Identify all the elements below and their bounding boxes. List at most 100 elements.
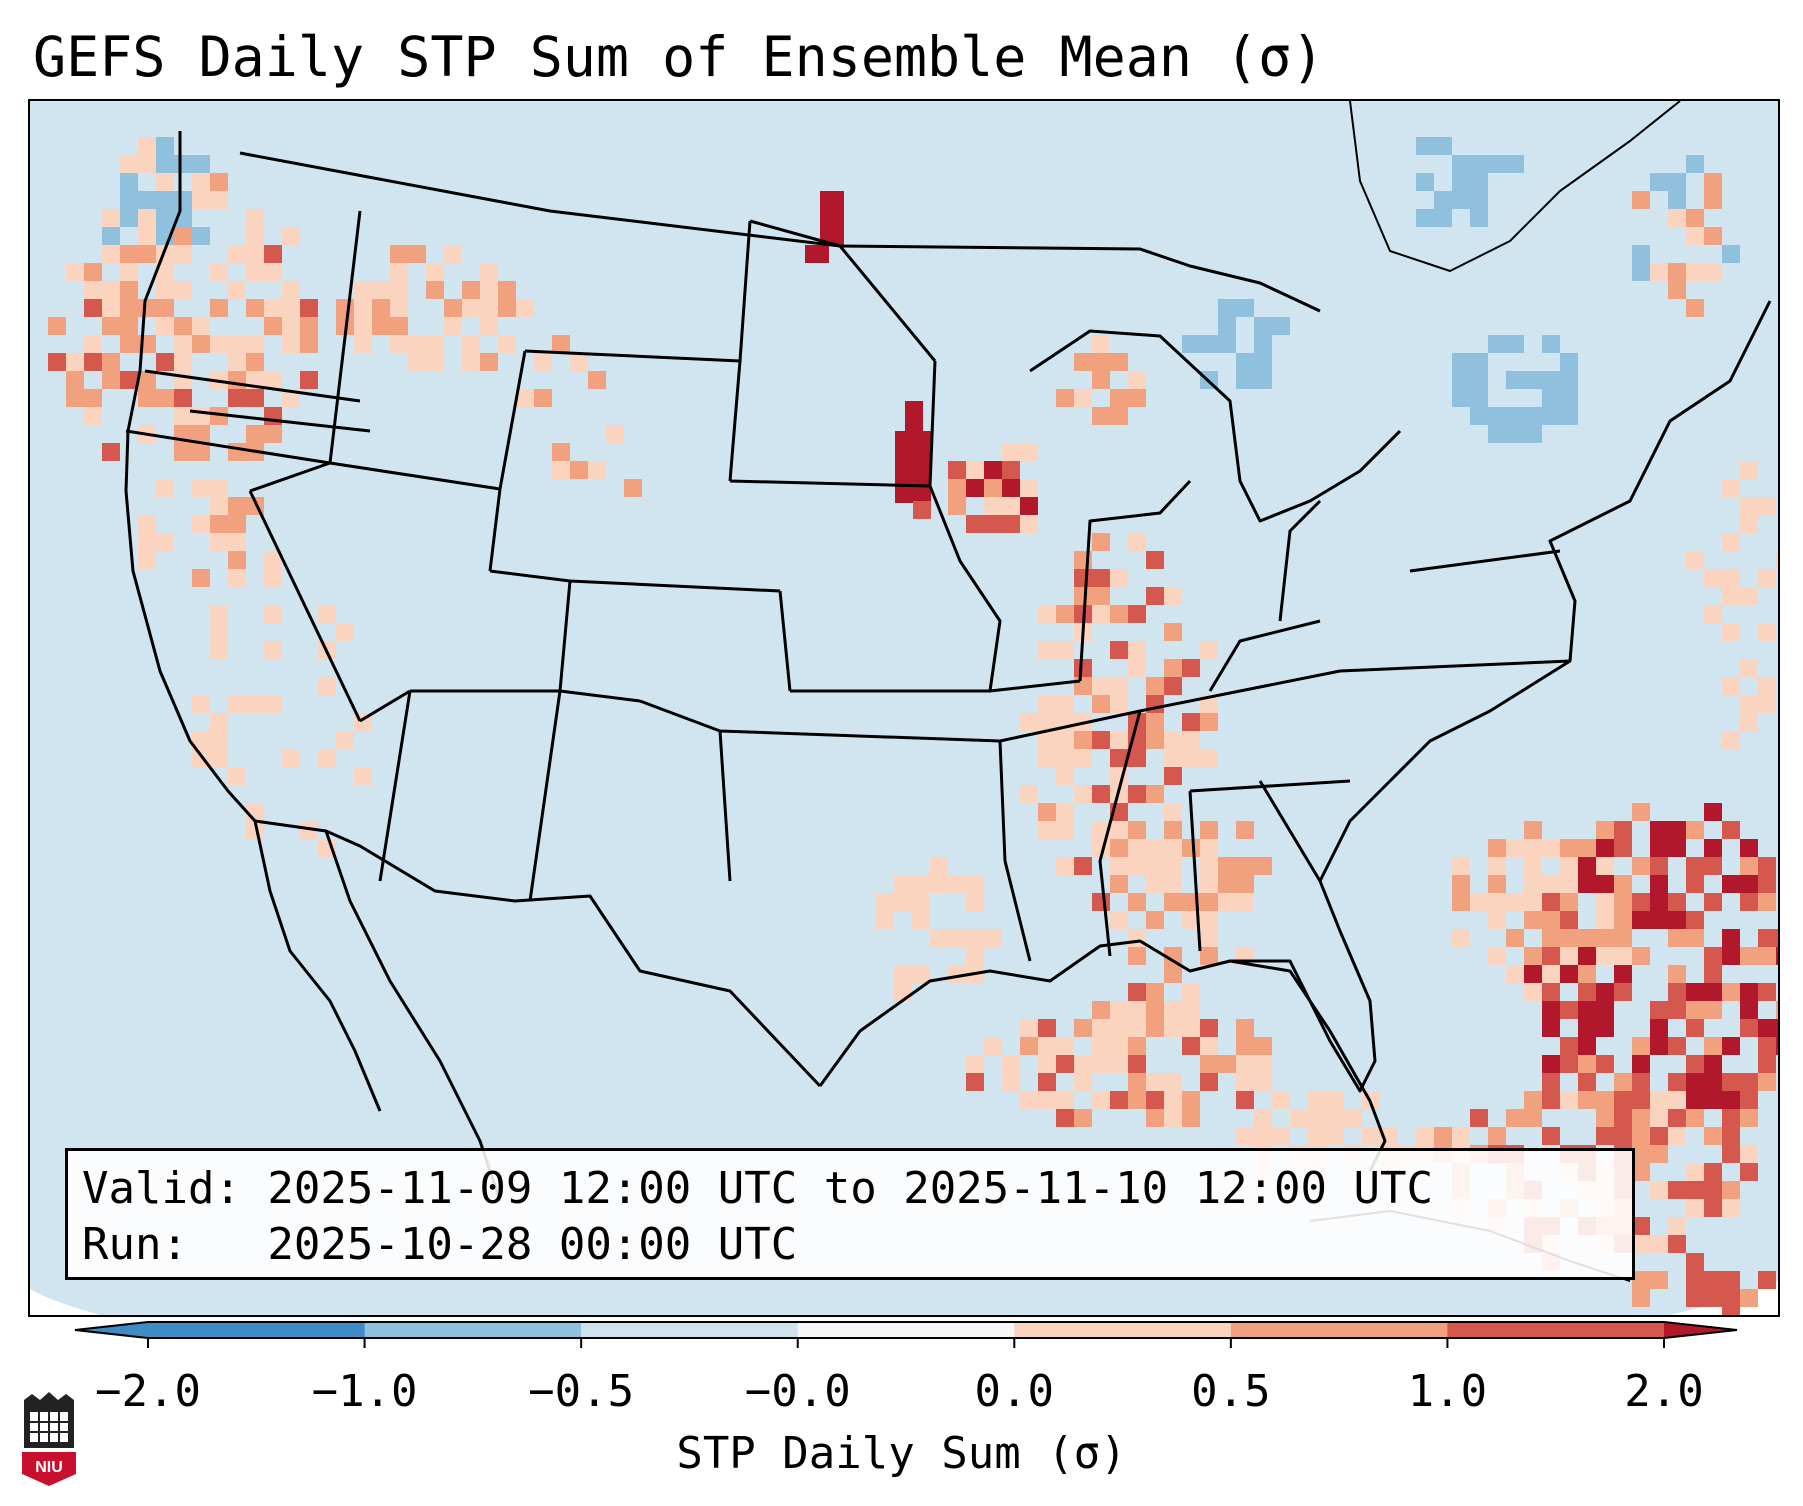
anomaly-cell bbox=[1038, 695, 1056, 713]
anomaly-cell bbox=[1488, 839, 1506, 857]
anomaly-cell bbox=[1074, 749, 1092, 767]
anomaly-cell bbox=[1632, 1163, 1650, 1181]
anomaly-cell bbox=[1056, 389, 1074, 407]
anomaly-cell bbox=[1704, 893, 1722, 911]
anomaly-cell bbox=[1254, 371, 1272, 389]
anomaly-cell bbox=[1578, 1091, 1596, 1109]
anomaly-cell bbox=[1110, 389, 1128, 407]
anomaly-cell bbox=[1632, 1091, 1650, 1109]
hudson-bay-coast bbox=[1349, 101, 1681, 272]
anomaly-cell bbox=[1704, 965, 1722, 983]
anomaly-cell bbox=[1074, 569, 1092, 587]
anomaly-cell bbox=[138, 389, 156, 407]
anomaly-cell bbox=[1596, 1001, 1614, 1019]
anomaly-cell bbox=[1020, 497, 1038, 515]
anomaly-cell bbox=[1596, 857, 1614, 875]
anomaly-cell bbox=[1524, 371, 1542, 389]
anomaly-cell bbox=[1218, 857, 1236, 875]
anomaly-cell bbox=[1650, 875, 1668, 893]
anomaly-cell bbox=[966, 929, 984, 947]
anomaly-cell bbox=[1218, 317, 1236, 335]
anomaly-cell bbox=[174, 335, 192, 353]
anomaly-cell bbox=[1578, 983, 1596, 1001]
anomaly-cell bbox=[1272, 317, 1290, 335]
anomaly-cell bbox=[1092, 695, 1110, 713]
anomaly-cell bbox=[336, 731, 354, 749]
us-canada-border bbox=[239, 151, 1321, 313]
anomaly-cell bbox=[210, 605, 228, 623]
anomaly-cell bbox=[1164, 749, 1182, 767]
anomaly-cell bbox=[1704, 227, 1722, 245]
anomaly-cell bbox=[1524, 875, 1542, 893]
anomaly-cell bbox=[1722, 1307, 1740, 1315]
anomaly-cell bbox=[1722, 1181, 1740, 1199]
anomaly-cell bbox=[1020, 479, 1038, 497]
anomaly-cell bbox=[1632, 803, 1650, 821]
anomaly-cell bbox=[1668, 1127, 1686, 1145]
anomaly-cell bbox=[1686, 1073, 1704, 1091]
anomaly-cell bbox=[1596, 1055, 1614, 1073]
anomaly-cell bbox=[1272, 1127, 1290, 1145]
anomaly-cell bbox=[192, 407, 210, 425]
anomaly-cell bbox=[1776, 929, 1778, 947]
anomaly-cell bbox=[1200, 947, 1218, 965]
anomaly-cell bbox=[1164, 1001, 1182, 1019]
anomaly-cell bbox=[120, 191, 138, 209]
anomaly-cell bbox=[1038, 1019, 1056, 1037]
colorbar-tick-label: 0.5 bbox=[1191, 1366, 1271, 1417]
anomaly-cell bbox=[246, 821, 264, 839]
anomaly-cell bbox=[1038, 803, 1056, 821]
anomaly-cell bbox=[1128, 641, 1146, 659]
anomaly-cell bbox=[228, 767, 246, 785]
anomaly-cell bbox=[516, 389, 534, 407]
anomaly-cell bbox=[1092, 353, 1110, 371]
anomaly-cell bbox=[102, 227, 120, 245]
anomaly-cell bbox=[228, 533, 246, 551]
anomaly-cell bbox=[372, 317, 390, 335]
anomaly-cell bbox=[1110, 911, 1128, 929]
anomaly-cell bbox=[1704, 857, 1722, 875]
anomaly-cell bbox=[264, 695, 282, 713]
anomaly-cell bbox=[1596, 1019, 1614, 1037]
valid-time-text: Valid: 2025-11-09 12:00 UTC to 2025-11-1… bbox=[82, 1163, 1434, 1214]
niu-logo: NIU bbox=[22, 1392, 76, 1486]
anomaly-cell bbox=[354, 281, 372, 299]
anomaly-cell bbox=[1632, 857, 1650, 875]
anomaly-cell bbox=[1632, 911, 1650, 929]
anomaly-cell bbox=[138, 371, 156, 389]
anomaly-cell bbox=[1128, 533, 1146, 551]
anomaly-cell bbox=[1686, 1181, 1704, 1199]
anomaly-cell bbox=[1254, 1109, 1272, 1127]
anomaly-cell bbox=[1722, 983, 1740, 1001]
anomaly-cell bbox=[1182, 1109, 1200, 1127]
anomaly-cell bbox=[1596, 1091, 1614, 1109]
anomaly-cell bbox=[1542, 1019, 1560, 1037]
anomaly-cell bbox=[210, 623, 228, 641]
anomaly-cell bbox=[1740, 1001, 1758, 1019]
anomaly-cell bbox=[966, 461, 984, 479]
anomaly-cell bbox=[84, 335, 102, 353]
anomaly-cell bbox=[300, 335, 318, 353]
anomaly-cell bbox=[1038, 1091, 1056, 1109]
anomaly-cell bbox=[246, 335, 264, 353]
anomaly-cell bbox=[228, 551, 246, 569]
anomaly-cell bbox=[1542, 1127, 1560, 1145]
anomaly-cell bbox=[1560, 839, 1578, 857]
anomaly-cell bbox=[1668, 965, 1686, 983]
anomaly-cell bbox=[192, 731, 210, 749]
anomaly-cell bbox=[264, 605, 282, 623]
anomaly-cell bbox=[246, 389, 264, 407]
anomaly-cell bbox=[1650, 1109, 1668, 1127]
anomaly-cell bbox=[228, 515, 246, 533]
anomaly-cell bbox=[1146, 785, 1164, 803]
anomaly-cell bbox=[1722, 1145, 1740, 1163]
anomaly-cell bbox=[138, 137, 156, 155]
map-panel[interactable] bbox=[28, 99, 1780, 1317]
anomaly-cell bbox=[1164, 875, 1182, 893]
colorbar-tick-label: −2.0 bbox=[95, 1366, 201, 1417]
anomaly-cell bbox=[1200, 713, 1218, 731]
anomaly-cell bbox=[1110, 749, 1128, 767]
anomaly-cell bbox=[1704, 803, 1722, 821]
anomaly-cell bbox=[1092, 1001, 1110, 1019]
anomaly-cell bbox=[246, 425, 264, 443]
